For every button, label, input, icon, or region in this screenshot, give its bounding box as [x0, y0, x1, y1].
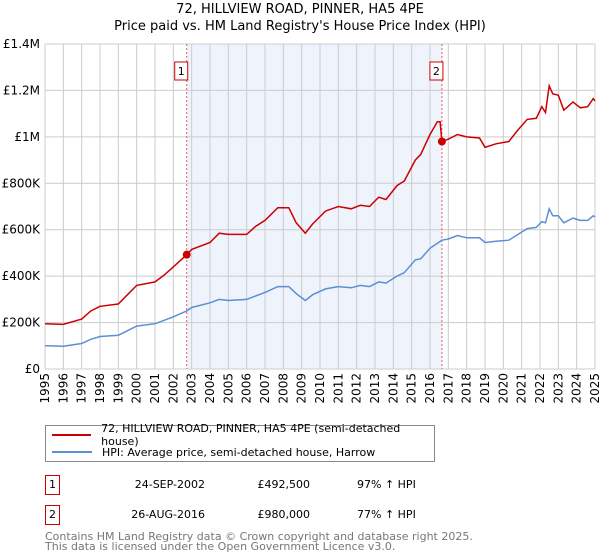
y-tick-label: £1.2M	[3, 83, 40, 97]
sale-price: £492,500	[257, 478, 311, 491]
x-tick-label: 2011	[331, 373, 345, 404]
sale-marker-label: 2	[433, 65, 440, 78]
sale-hpi-diff: 97% ↑ HPI	[357, 478, 416, 491]
x-tick-label: 2002	[166, 373, 180, 404]
x-tick-label: 1997	[75, 373, 89, 404]
x-tick-label: 2014	[386, 373, 400, 404]
y-tick-label: £1M	[14, 130, 40, 144]
legend-label: HPI: Average price, semi-detached house,…	[102, 445, 376, 459]
legend-item-property: 72, HILLVIEW ROAD, PINNER, HA5 4PE (semi…	[52, 422, 434, 448]
x-tick-label: 2015	[405, 373, 419, 404]
x-tick-label: 2023	[551, 373, 565, 404]
x-tick-label: 1996	[56, 373, 70, 404]
x-tick-label: 2021	[515, 373, 529, 404]
x-tick-label: 1999	[111, 373, 125, 404]
y-tick-label: £800K	[2, 176, 42, 190]
sale-row: 2 26-AUG-2016 £980,000 77% ↑ HPI	[45, 505, 445, 527]
x-tick-label: 1995	[38, 373, 52, 404]
sale-marker-label: 1	[178, 65, 185, 78]
x-tick-label: 2012	[350, 373, 364, 404]
x-tick-label: 2006	[240, 373, 254, 404]
x-tick-label: 2024	[570, 373, 584, 404]
y-tick-label: £0	[25, 362, 40, 376]
sale-point	[437, 137, 446, 146]
y-tick-label: £1.4M	[3, 37, 40, 51]
sale-marker-box	[174, 61, 189, 81]
chart-title: 72, HILLVIEW ROAD, PINNER, HA5 4PE	[176, 2, 424, 17]
x-tick-label: 2025	[588, 373, 600, 404]
footer-licence: This data is licensed under the Open Gov…	[45, 540, 396, 553]
sale-marker-badge: 1	[45, 475, 60, 495]
sale-date: 26-AUG-2016	[131, 508, 205, 521]
y-tick-label: £600K	[2, 223, 42, 237]
legend-swatch-blue	[52, 451, 92, 453]
x-tick-label: 2008	[276, 373, 290, 404]
x-tick-label: 2003	[185, 373, 199, 404]
sale-row: 1 24-SEP-2002 £492,500 97% ↑ HPI	[45, 475, 445, 497]
x-tick-label: 2004	[203, 373, 217, 404]
price-chart: 1995 1996 1997 1998 1999 2000 2001 2002 2003 2004…	[2, 37, 600, 404]
x-tick-label: 2005	[221, 373, 235, 404]
x-tick-label: 2001	[148, 373, 162, 404]
shaded-ownership-range	[186, 44, 442, 369]
x-tick-label: 2019	[478, 373, 492, 404]
x-tick-label: 2010	[313, 373, 327, 404]
x-tick-label: 1998	[93, 373, 107, 404]
x-tick-label: 2020	[496, 373, 510, 404]
y-tick-label: £200K	[2, 316, 42, 330]
x-tick-label: 2017	[441, 373, 455, 404]
x-tick-label: 2013	[368, 373, 382, 404]
sale-marker-box	[429, 61, 444, 81]
legend: 72, HILLVIEW ROAD, PINNER, HA5 4PE (semi…	[45, 422, 435, 462]
legend-item-hpi: HPI: Average price, semi-detached house,…	[52, 444, 375, 460]
legend-label: 72, HILLVIEW ROAD, PINNER, HA5 4PE (semi…	[101, 422, 401, 448]
x-tick-label: 2007	[258, 373, 272, 404]
sale-price: £980,000	[257, 508, 311, 521]
chart-subtitle: Price paid vs. HM Land Registry's House …	[114, 19, 486, 34]
hpi-line	[44, 206, 596, 348]
legend-swatch-red	[52, 434, 92, 436]
sale-marker-badge: 2	[45, 505, 60, 525]
footer-copyright: Contains HM Land Registry data © Crown c…	[45, 530, 473, 543]
x-tick-label: 2018	[460, 373, 474, 404]
x-tick-label: 2000	[130, 373, 144, 404]
sale-hpi-diff: 77% ↑ HPI	[357, 508, 416, 521]
x-tick-label: 2016	[423, 373, 437, 404]
property-price-line	[44, 83, 596, 326]
sale-date: 24-SEP-2002	[134, 478, 205, 491]
sale-point	[182, 250, 191, 259]
y-tick-label: £400K	[2, 269, 42, 283]
x-tick-label: 2009	[295, 373, 309, 404]
x-tick-label: 2022	[533, 373, 547, 404]
